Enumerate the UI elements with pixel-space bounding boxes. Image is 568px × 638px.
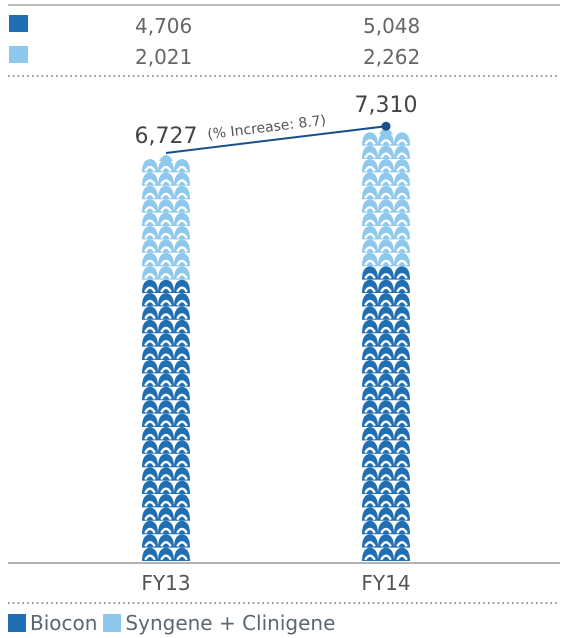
table-value-fy13-biocon: 4,706: [135, 14, 192, 38]
table-swatch-syngene: [9, 46, 28, 63]
legend-item-biocon: Biocon: [8, 611, 97, 635]
legend-swatch-syngene: [103, 614, 122, 632]
bar-fy13-biocon: [142, 279, 190, 561]
total-label-fy13: 6,727: [135, 124, 198, 149]
table-value-fy14-syngene: 2,262: [363, 45, 420, 69]
bar-fy14-biocon: [362, 266, 410, 561]
bar-cap-fy13: [159, 155, 173, 161]
increase-annotation: (% Increase: 8.7): [207, 113, 327, 143]
legend-label-syngene: Syngene + Clinigene: [125, 611, 336, 635]
total-label-fy14: 7,310: [355, 93, 418, 118]
table-value-fy13-syngene: 2,021: [135, 45, 192, 69]
bar-fy14-syngene-clinigene: [362, 132, 410, 267]
table-value-fy14-biocon: 5,048: [363, 14, 420, 38]
legend-label-biocon: Biocon: [30, 611, 98, 635]
bars-group: [142, 128, 410, 561]
legend: Biocon Syngene + Clinigene: [8, 608, 341, 638]
table-swatch-biocon: [9, 15, 28, 32]
bar-cap-fy14: [379, 128, 393, 135]
bar-fy13-syngene-clinigene: [142, 159, 190, 280]
category-label-fy14: FY14: [361, 571, 410, 595]
category-label-fy13: FY13: [141, 571, 190, 595]
legend-swatch-biocon: [8, 614, 26, 632]
legend-item-syngene: Syngene + Clinigene: [103, 611, 335, 635]
total-connector-line: [165, 125, 387, 154]
total-marker-fy14: [381, 121, 391, 131]
